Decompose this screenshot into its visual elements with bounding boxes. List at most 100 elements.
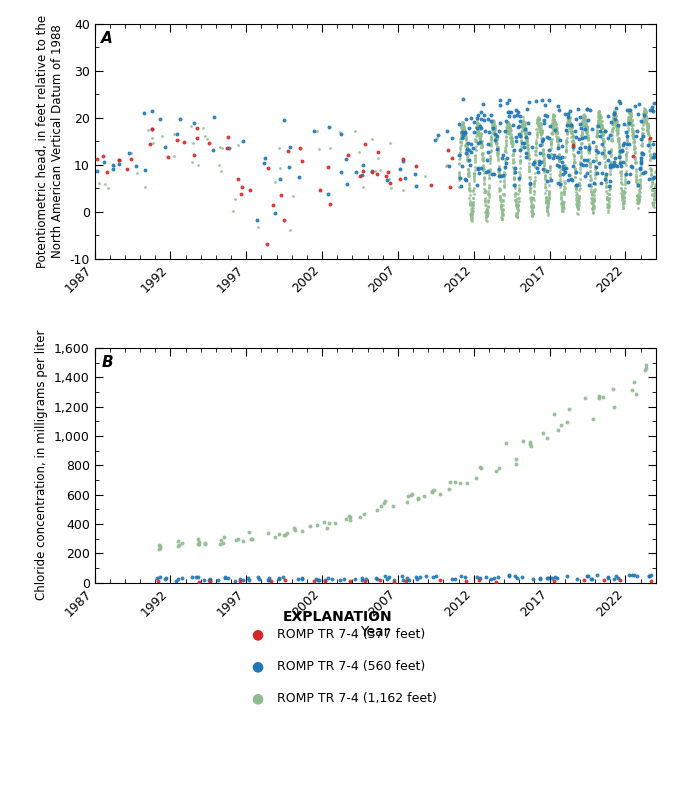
Point: [548, 113, 559, 126]
Point: [526, 193, 537, 206]
Point: [611, 570, 622, 583]
Point: [569, 149, 579, 162]
Point: [644, 132, 654, 145]
Point: [625, 116, 636, 128]
Point: [491, 132, 502, 145]
Point: [624, 105, 635, 118]
Point: [487, 123, 498, 136]
Point: [535, 124, 546, 137]
Point: [493, 165, 504, 178]
Point: [489, 132, 500, 145]
Point: [554, 155, 564, 168]
Point: [510, 198, 521, 211]
Point: [635, 166, 646, 179]
Point: [387, 500, 398, 513]
Point: [635, 181, 646, 194]
Point: [339, 572, 350, 585]
Point: [487, 121, 498, 134]
Point: [525, 181, 535, 194]
Point: [641, 362, 652, 375]
Point: [582, 128, 593, 141]
Point: [544, 168, 555, 180]
Point: [575, 152, 586, 164]
Point: [506, 131, 516, 144]
Point: [589, 184, 600, 197]
Point: [550, 116, 560, 128]
Point: [466, 203, 477, 215]
Point: [574, 189, 585, 202]
Point: [507, 119, 518, 132]
Point: [509, 180, 520, 192]
Point: [642, 126, 653, 139]
Point: [433, 128, 443, 141]
Point: [596, 123, 607, 136]
Point: [395, 162, 406, 175]
Point: [625, 113, 635, 125]
Point: [482, 196, 493, 208]
Point: [579, 112, 590, 124]
Point: [563, 403, 574, 416]
Point: [510, 196, 521, 208]
Point: [504, 124, 514, 137]
Point: [523, 160, 534, 172]
Point: [498, 188, 508, 200]
Point: [345, 511, 356, 523]
Point: [486, 121, 497, 134]
Point: [533, 113, 544, 125]
Point: [379, 570, 390, 583]
Point: [608, 112, 619, 124]
Point: [517, 435, 528, 448]
Point: [461, 145, 472, 158]
Point: [472, 118, 483, 131]
Point: [498, 148, 509, 161]
Point: [560, 144, 571, 156]
Point: [614, 140, 625, 153]
Point: [483, 188, 493, 200]
Point: [516, 120, 527, 133]
Point: [623, 176, 633, 188]
Point: [557, 156, 568, 168]
Point: [610, 106, 621, 119]
Point: [573, 196, 584, 208]
Point: [536, 128, 547, 141]
Point: [629, 136, 639, 149]
Point: [594, 113, 604, 125]
Point: [475, 140, 486, 153]
Point: [464, 176, 475, 189]
Point: [205, 573, 216, 586]
Point: [644, 138, 654, 151]
Point: [335, 573, 345, 586]
Point: [108, 159, 119, 172]
Point: [512, 198, 523, 211]
Point: [539, 117, 550, 129]
Point: [489, 120, 500, 132]
Point: [567, 138, 578, 151]
Point: [574, 182, 585, 195]
Point: [625, 113, 636, 125]
Point: [648, 198, 659, 211]
Point: [483, 186, 493, 199]
Point: [571, 197, 582, 210]
Point: [577, 124, 587, 137]
Point: [467, 197, 478, 210]
Point: [562, 125, 573, 138]
Point: [498, 199, 508, 211]
Point: [617, 188, 627, 201]
Point: [596, 119, 607, 132]
Point: [442, 124, 453, 137]
Point: [605, 162, 616, 175]
Point: [556, 201, 567, 214]
Point: [644, 172, 654, 185]
Point: [587, 195, 598, 207]
Point: [468, 173, 479, 186]
Point: [622, 125, 633, 138]
Point: [466, 212, 477, 225]
Point: [482, 207, 493, 219]
Point: [548, 575, 559, 587]
Point: [648, 196, 658, 209]
Point: [552, 151, 562, 164]
Point: [542, 207, 553, 219]
Point: [525, 184, 535, 196]
Point: [454, 153, 465, 166]
Point: [642, 118, 653, 131]
